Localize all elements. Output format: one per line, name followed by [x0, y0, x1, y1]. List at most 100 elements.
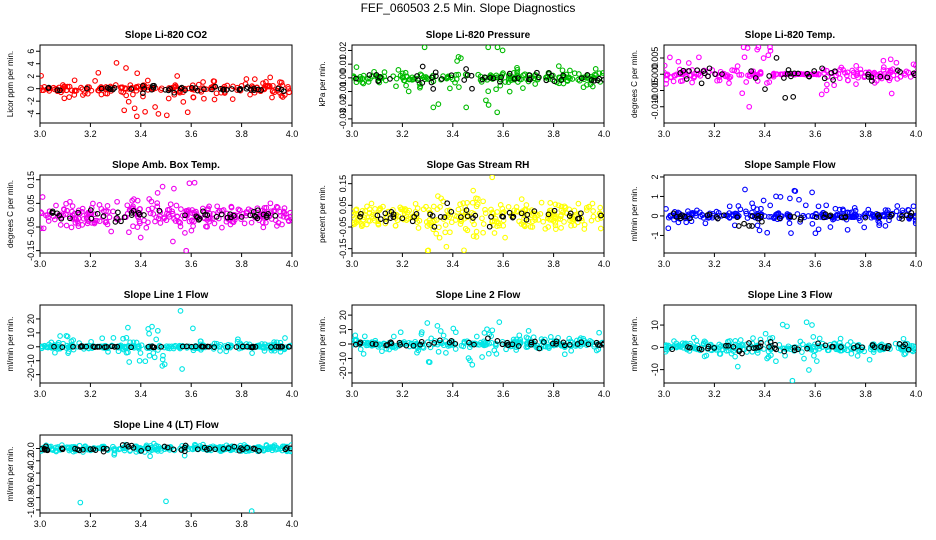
point-all: [188, 227, 195, 234]
point-selected: [87, 446, 94, 452]
point-all: [729, 67, 735, 73]
point-all: [401, 77, 407, 84]
point-all: [454, 58, 460, 64]
point-selected: [448, 72, 455, 79]
point-selected: [746, 340, 752, 346]
point-all: [235, 336, 241, 343]
point-selected: [158, 343, 165, 350]
point-all: [670, 78, 677, 85]
plot-frame: [351, 44, 605, 124]
y-axis-label: ml/min per min.: [318, 317, 327, 372]
point-all: [760, 346, 767, 352]
point-all: [155, 347, 161, 353]
x-tick-label: 3.4: [759, 389, 772, 399]
point-selected: [130, 444, 137, 451]
point-all: [810, 344, 817, 350]
point-all: [154, 327, 161, 334]
point-all: [135, 344, 142, 351]
point-all: [696, 54, 702, 61]
point-all: [121, 343, 128, 350]
point-all: [83, 445, 90, 452]
point-all: [516, 332, 523, 339]
point-selected: [430, 86, 437, 92]
y-tick-label: 2: [650, 174, 660, 179]
y-tick-label: -0.15: [338, 238, 348, 259]
point-all: [119, 84, 126, 91]
point-selected: [179, 343, 186, 350]
point-selected: [256, 448, 262, 454]
point-selected: [419, 80, 426, 86]
point-outlier: [163, 498, 169, 505]
point-all: [702, 220, 709, 227]
point-all: [511, 207, 518, 214]
point-all: [164, 210, 170, 217]
point-selected: [77, 344, 84, 350]
point-all: [353, 206, 360, 213]
y-tick-label: 0.15: [26, 171, 36, 189]
point-selected: [244, 343, 250, 350]
point-all: [395, 67, 402, 73]
point-all: [282, 335, 288, 341]
y-axis-label: ml/min per min.: [630, 317, 639, 372]
point-all: [868, 214, 875, 221]
point-all: [63, 222, 70, 229]
point-all: [757, 336, 764, 343]
point-all: [145, 219, 151, 226]
point-all: [744, 45, 751, 51]
point-all: [263, 219, 269, 226]
point-all: [163, 112, 170, 119]
point-all: [761, 213, 768, 219]
point-selected: [865, 71, 871, 78]
point-all: [263, 442, 270, 449]
point-all: [460, 200, 467, 206]
point-selected: [437, 337, 443, 344]
point-selected: [263, 214, 270, 221]
point-selected: [170, 446, 177, 453]
point-selected: [390, 211, 397, 218]
point-selected: [868, 78, 875, 84]
point-all: [525, 335, 532, 342]
point-selected: [357, 213, 363, 220]
point-selected: [418, 338, 425, 345]
point-all: [726, 80, 732, 86]
point-all: [473, 203, 480, 210]
point-selected: [485, 335, 491, 342]
point-selected: [70, 343, 76, 350]
point-all: [191, 445, 198, 452]
y-tick-label: -0.05: [26, 217, 36, 238]
point-all: [110, 335, 117, 341]
point-selected: [785, 67, 792, 73]
point-selected: [463, 207, 470, 213]
panel-title: Slope Line 2 Flow: [436, 290, 521, 301]
point-all: [716, 350, 723, 357]
point-selected: [223, 87, 230, 93]
point-all: [815, 226, 822, 233]
point-selected: [87, 207, 94, 213]
point-selected: [249, 344, 256, 351]
point-selected: [228, 86, 235, 92]
point-all: [53, 202, 59, 209]
point-selected: [696, 345, 703, 352]
point-all: [809, 220, 816, 227]
point-all: [853, 63, 860, 69]
point-selected: [162, 86, 169, 93]
point-selected: [781, 348, 788, 355]
x-tick-label: 4.0: [910, 259, 923, 269]
panel-8: Slope Line 2 Flow 3.0 3.2 3.4 3.6 3.8 4.0 -20-1…: [318, 290, 610, 399]
point-all: [590, 208, 596, 214]
point-all: [552, 201, 559, 208]
point-all: [180, 99, 187, 105]
y-axis-label: kPa per min.: [318, 62, 327, 107]
y-tick-label: 10: [26, 328, 36, 338]
x-tick-label: 4.0: [910, 129, 923, 139]
y-tick-label: -0.8: [26, 490, 36, 506]
point-selected: [431, 223, 438, 230]
point-all: [821, 70, 828, 76]
point-selected: [584, 72, 591, 78]
point-all: [758, 205, 764, 212]
point-selected: [358, 210, 364, 217]
point-selected: [509, 341, 516, 348]
point-selected: [755, 212, 762, 219]
points: [40, 440, 292, 513]
